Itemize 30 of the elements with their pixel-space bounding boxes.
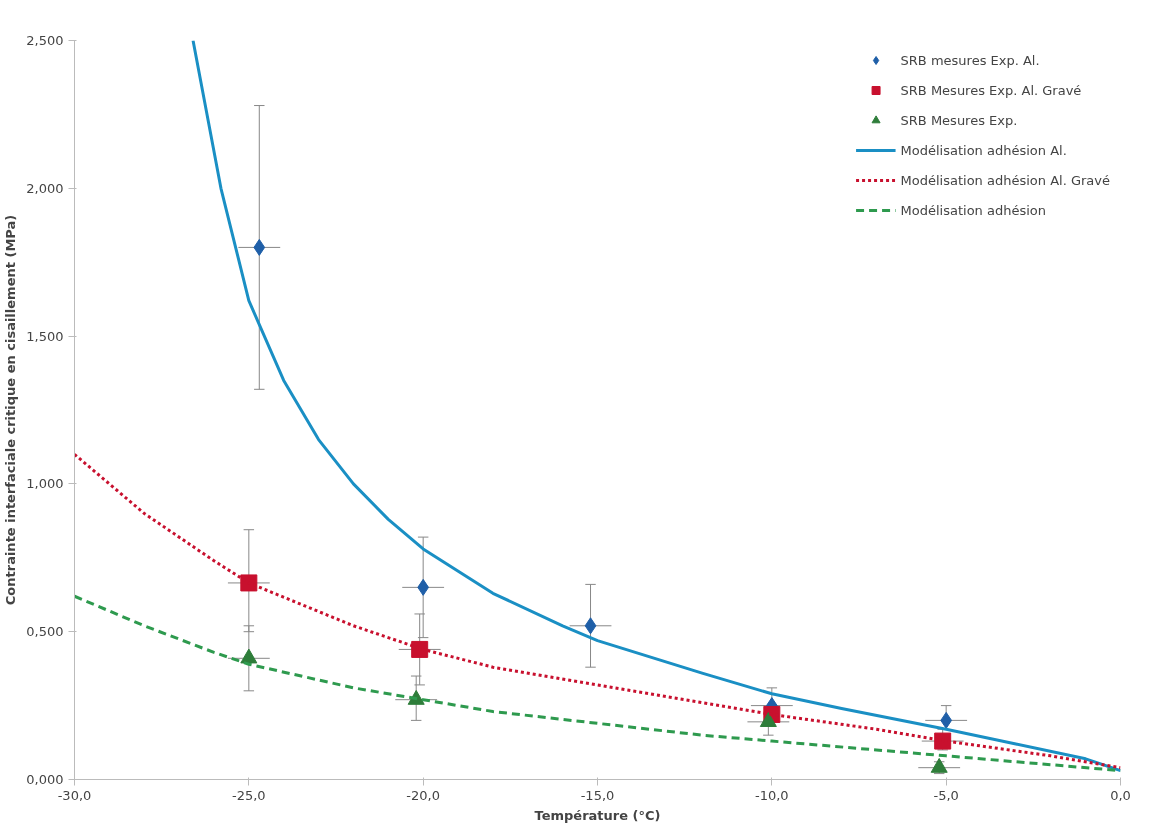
line-series (74, 452, 1121, 770)
point (934, 732, 952, 750)
point (240, 574, 258, 592)
legend-label: SRB mesures Exp. Al. (900, 52, 1040, 68)
legend-label: Modélisation adhésion (900, 202, 1047, 218)
line-series (191, 40, 1121, 773)
y-tick-label: 2,500 (26, 33, 64, 48)
point (253, 238, 266, 256)
y-tick-label: 0,000 (26, 772, 64, 787)
y-tick-label: 1,000 (26, 476, 64, 492)
y-axis-title: Contrainte interfaciale critique en cisaillement (MPa) (3, 214, 19, 606)
x-tick-label: -30,0 (57, 787, 92, 803)
point (584, 617, 597, 635)
legend-label: SRB Mesures Exp. (900, 112, 1018, 128)
point (759, 712, 777, 727)
legend-label: Modélisation adhésion Al. Gravé (900, 172, 1110, 188)
legend-label: SRB Mesures Exp. Al. Gravé (900, 82, 1082, 98)
x-tick-label: -20,0 (406, 787, 440, 803)
point (411, 640, 429, 658)
legend-label: Modélisation adhésion Al. (900, 142, 1067, 158)
y-tick-label: 2,000 (26, 180, 64, 196)
x-tick-label: -25,0 (232, 787, 266, 803)
x-tick-label: -15,0 (580, 787, 615, 803)
y-tick-label: 1,500 (26, 328, 64, 344)
point (240, 648, 258, 664)
x-axis-title: Température (°C) (534, 807, 661, 823)
x-tick-label: -5,0 (933, 787, 959, 803)
x-tick-label: -10,0 (755, 787, 789, 803)
y-tick-label: 0,500 (26, 624, 64, 640)
x-tick-label: 0,0 (1110, 787, 1131, 803)
